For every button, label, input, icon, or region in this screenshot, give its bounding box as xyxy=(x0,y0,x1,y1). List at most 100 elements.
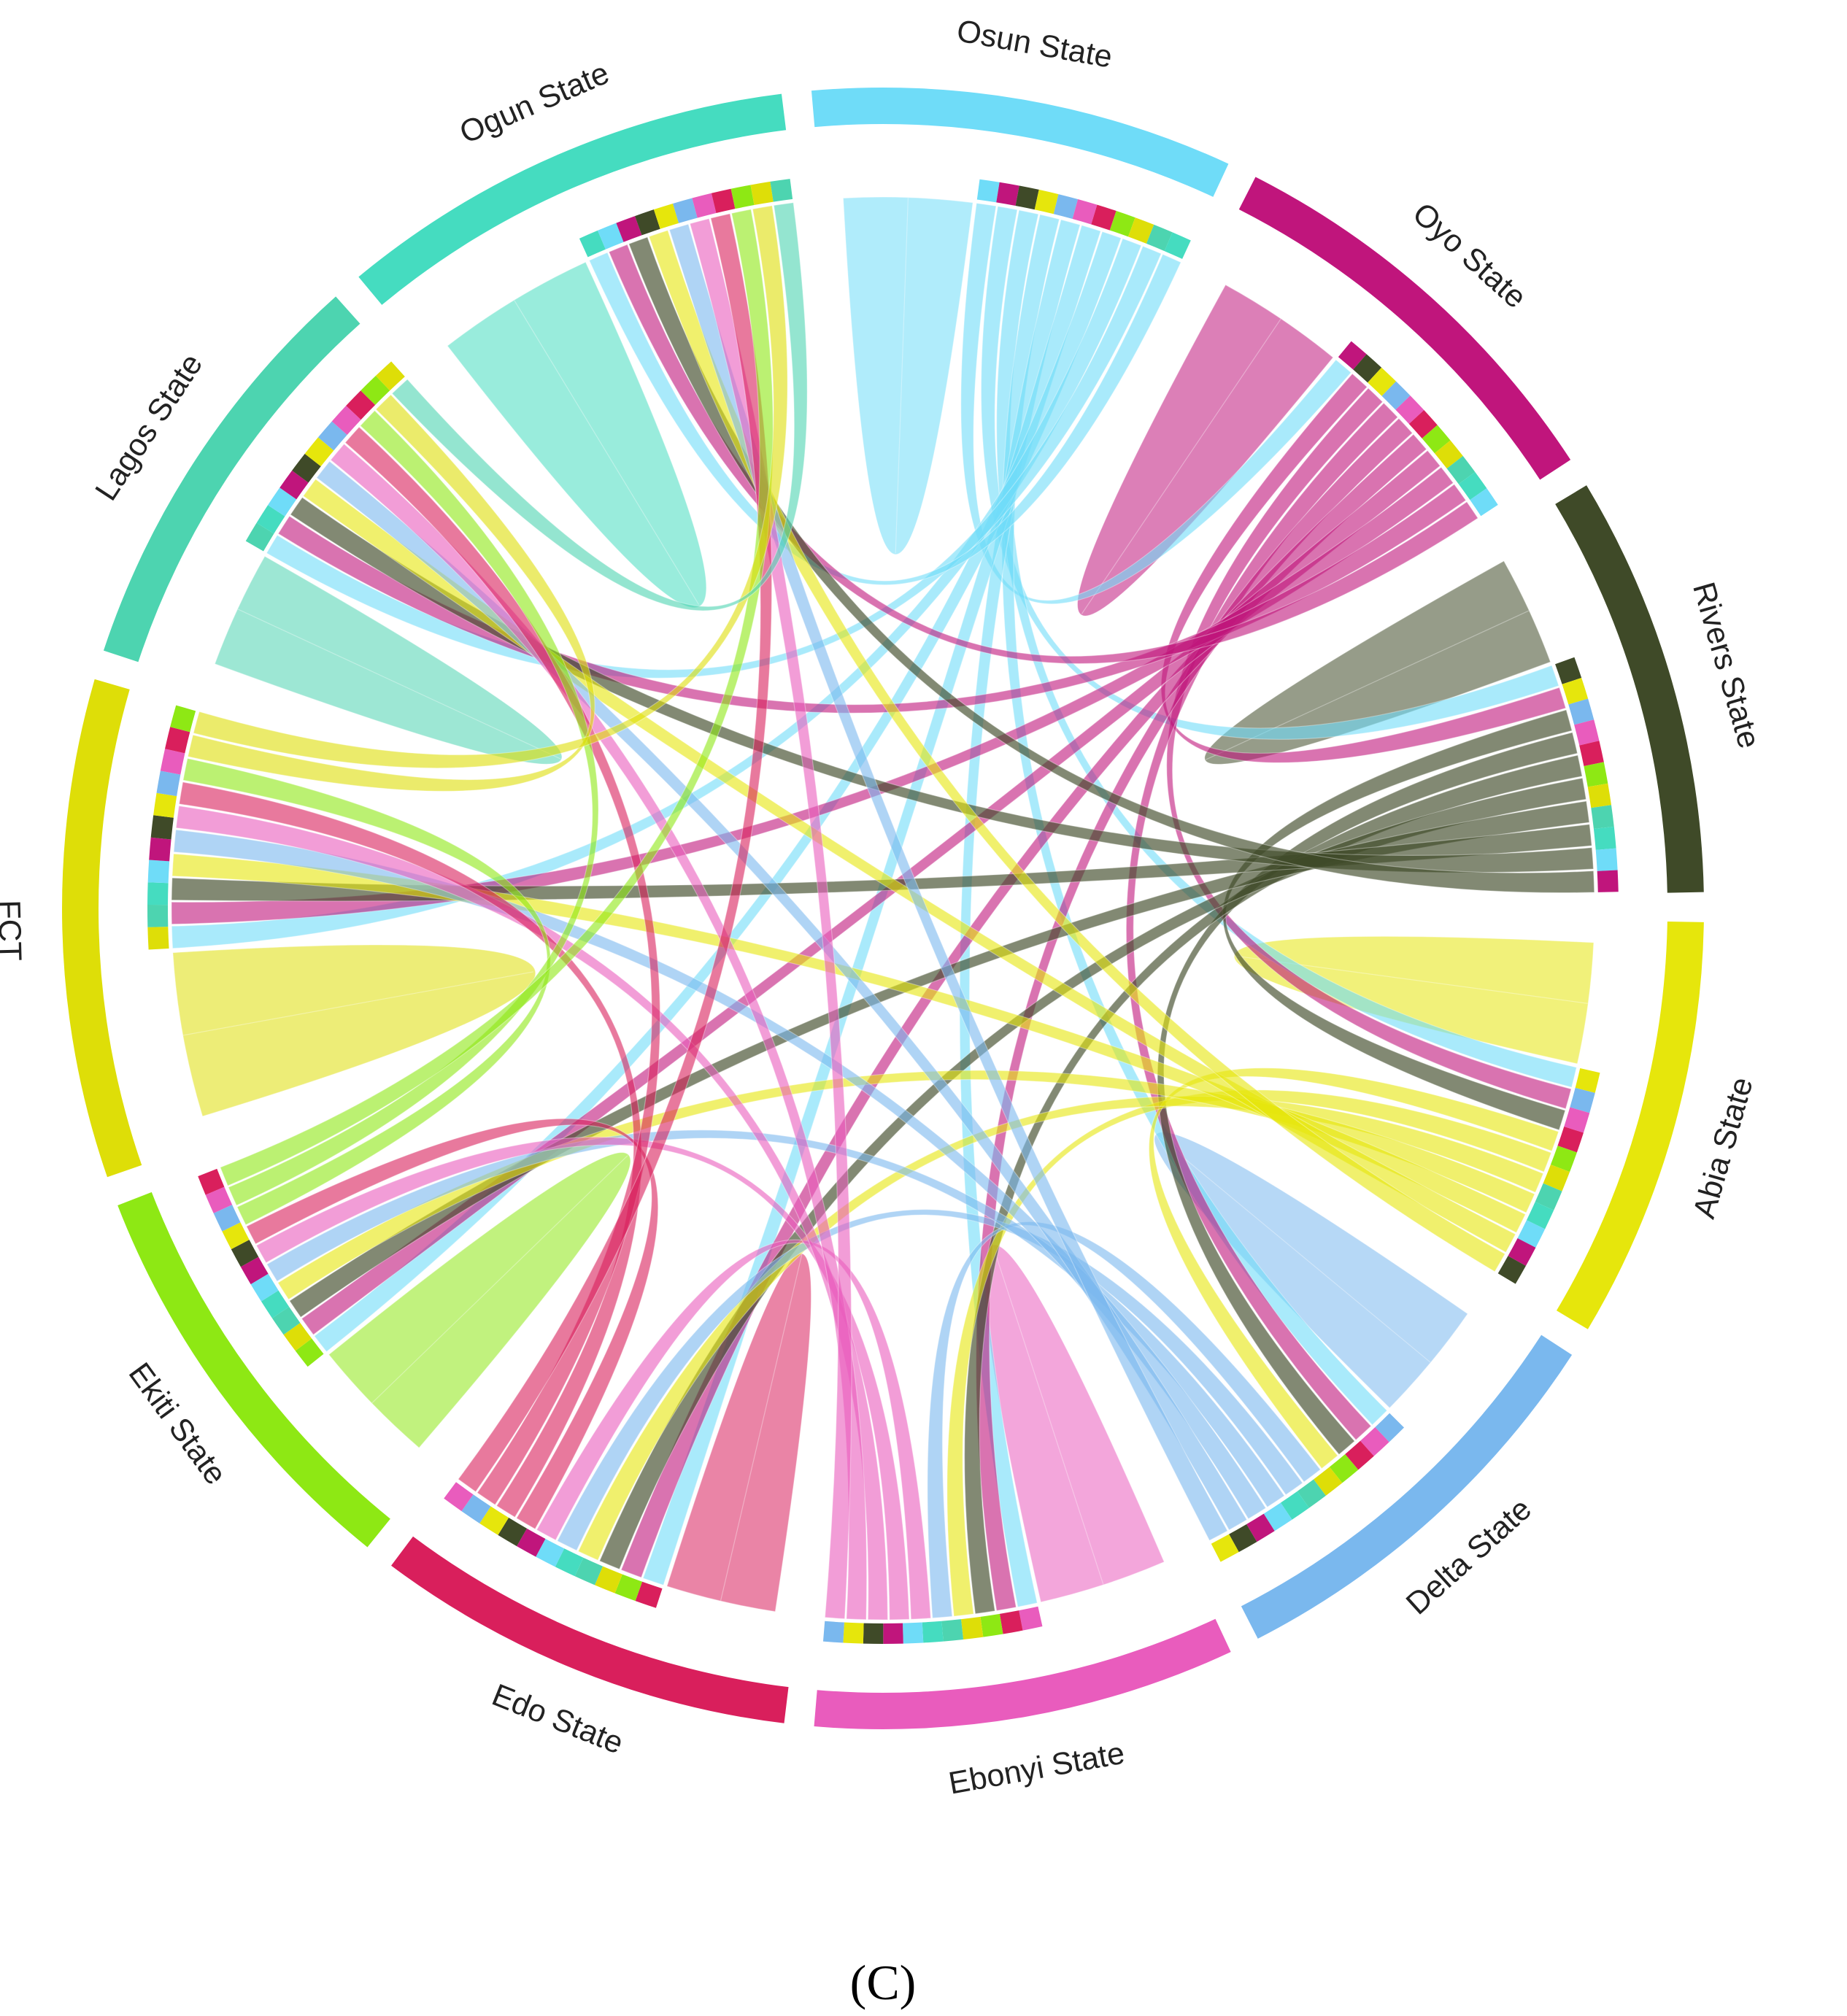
chord-ribbon-10-11 xyxy=(391,202,808,611)
sector-arc-9 xyxy=(62,679,142,1178)
sector-stripe-block xyxy=(268,487,297,517)
sector-stripe-block xyxy=(153,792,177,818)
sector-stripe-block xyxy=(304,437,334,467)
sector-stripe-block xyxy=(245,522,274,552)
sector-stripe-block xyxy=(1297,1479,1326,1508)
sector-label-6: Ebonyi State xyxy=(946,1736,1127,1801)
self-ribbon-1 xyxy=(842,196,973,555)
sector-stripe-block xyxy=(1535,1183,1562,1210)
sector-stripe-block xyxy=(635,1581,663,1608)
sector-stripe-block xyxy=(1526,1202,1554,1229)
sector-stripe-block xyxy=(614,1574,643,1602)
sector-stripe-block xyxy=(1368,367,1397,396)
sector-stripe-block xyxy=(770,179,793,202)
sector-stripe-block xyxy=(536,1538,565,1567)
sector-stripe-block xyxy=(1543,1165,1570,1192)
sector-arc-11 xyxy=(358,93,787,305)
chord-ribbon-9-11 xyxy=(193,205,788,769)
sector-stripe-block xyxy=(1211,1534,1239,1562)
chord-ribbon-6-11 xyxy=(689,217,852,1620)
self-ribbon-8 xyxy=(328,1152,631,1449)
sector-stripe-block xyxy=(999,1610,1023,1634)
sector-stripe-block xyxy=(1458,471,1487,501)
sector-stripe-block xyxy=(292,453,321,483)
sector-stripe-block xyxy=(822,1621,844,1643)
sector-stripe-block xyxy=(295,1338,324,1367)
sector-label-9: FCT xyxy=(0,900,28,962)
sector-stripe-block xyxy=(1595,848,1618,871)
sector-stripe-block xyxy=(1053,194,1079,220)
self-ribbon-3 xyxy=(1204,560,1551,765)
sector-stripe-block xyxy=(375,361,405,391)
sector-stripe-block xyxy=(1557,1126,1584,1153)
sector-stripe-block xyxy=(331,406,361,435)
chord-ribbon-7-8 xyxy=(246,1118,659,1530)
sector-stripe-block xyxy=(147,927,169,950)
self-ribbon-10 xyxy=(214,555,563,765)
panel-label: (C) xyxy=(850,1955,917,2010)
sector-stripe-block xyxy=(883,1623,903,1644)
sector-stripe-block xyxy=(595,1566,622,1594)
sector-stripe-block xyxy=(1584,762,1608,787)
sector-stripe-block xyxy=(461,1494,491,1523)
sector-stripe-block xyxy=(360,375,390,405)
sector-stripe-block xyxy=(1395,395,1424,425)
sector-stripe-block xyxy=(1597,870,1619,892)
sector-stripe-block xyxy=(1375,1413,1405,1443)
sector-stripe-block xyxy=(1422,425,1451,454)
sector-stripe-block xyxy=(843,1622,864,1644)
sector-stripe-block xyxy=(317,421,347,451)
sector-stripe-block xyxy=(160,749,185,775)
sector-stripe-block xyxy=(1497,1256,1526,1284)
chord-ribbon-6-10 xyxy=(330,443,868,1621)
sector-stripe-block xyxy=(1446,455,1476,484)
sector-stripe-block xyxy=(170,705,196,733)
sector-stripe-block xyxy=(279,470,309,500)
self-ribbon-5 xyxy=(1154,1132,1469,1409)
sector-stripe-block xyxy=(903,1622,924,1644)
chord-ribbon-4-8 xyxy=(277,1070,1535,1300)
sector-stripe-block xyxy=(1091,204,1117,231)
sector-stripe-block xyxy=(1127,217,1154,244)
sector-label-7: Edo State xyxy=(487,1677,628,1761)
self-ribbon-11 xyxy=(447,261,707,609)
sector-stripe-block xyxy=(996,182,1019,206)
sector-stripe-block xyxy=(1575,1068,1600,1093)
chord-ribbon-1-6 xyxy=(959,219,1081,1608)
sector-arc-8 xyxy=(117,1192,390,1548)
sector-stripe-block xyxy=(1034,189,1059,215)
chord-ribbon-3-8 xyxy=(288,800,1590,1318)
sector-stripe-block xyxy=(1019,1606,1043,1631)
chord-ribbon-4-10 xyxy=(302,478,1516,1254)
sector-stripe-block xyxy=(1591,805,1614,830)
sector-stripe-block xyxy=(863,1623,884,1644)
chord-ribbon-2-8 xyxy=(301,449,1441,1336)
sector-stripe-block xyxy=(498,1518,528,1547)
sector-stripe-block xyxy=(1470,488,1498,517)
sector-stripe-block xyxy=(1587,783,1611,808)
sector-stripe-block xyxy=(598,223,624,250)
chord-ribbon-2-7 xyxy=(620,433,1427,1578)
sector-stripe-block xyxy=(1164,232,1191,259)
chord-ribbon-7-11 xyxy=(458,213,773,1493)
sector-stripe-block xyxy=(1109,211,1135,237)
sector-stripe-block xyxy=(283,1322,312,1351)
sector-stripe-block xyxy=(1229,1523,1257,1553)
sector-stripe-block xyxy=(1329,1453,1359,1483)
sector-stripe-block xyxy=(692,193,717,218)
sector-stripe-block xyxy=(213,1205,241,1232)
sector-stripe-block xyxy=(1263,1502,1292,1532)
sector-stripe-block xyxy=(1570,1087,1595,1113)
chord-ribbon-5-10 xyxy=(316,460,1248,1531)
chord-ribbon-9-10 xyxy=(187,394,595,792)
sector-stripe-block xyxy=(205,1186,233,1213)
sector-stripe-block xyxy=(579,230,606,258)
chord-ribbon-3-7 xyxy=(598,777,1587,1570)
self-ribbon-7 xyxy=(666,1253,812,1613)
sector-stripe-block xyxy=(980,1613,1003,1637)
chord-ribbon-1-7 xyxy=(642,225,1102,1586)
sector-arc-4 xyxy=(1556,921,1704,1329)
sector-arc-5 xyxy=(1241,1335,1573,1639)
sector-stripe-block xyxy=(479,1506,509,1535)
sector-tracks xyxy=(62,88,1704,1729)
